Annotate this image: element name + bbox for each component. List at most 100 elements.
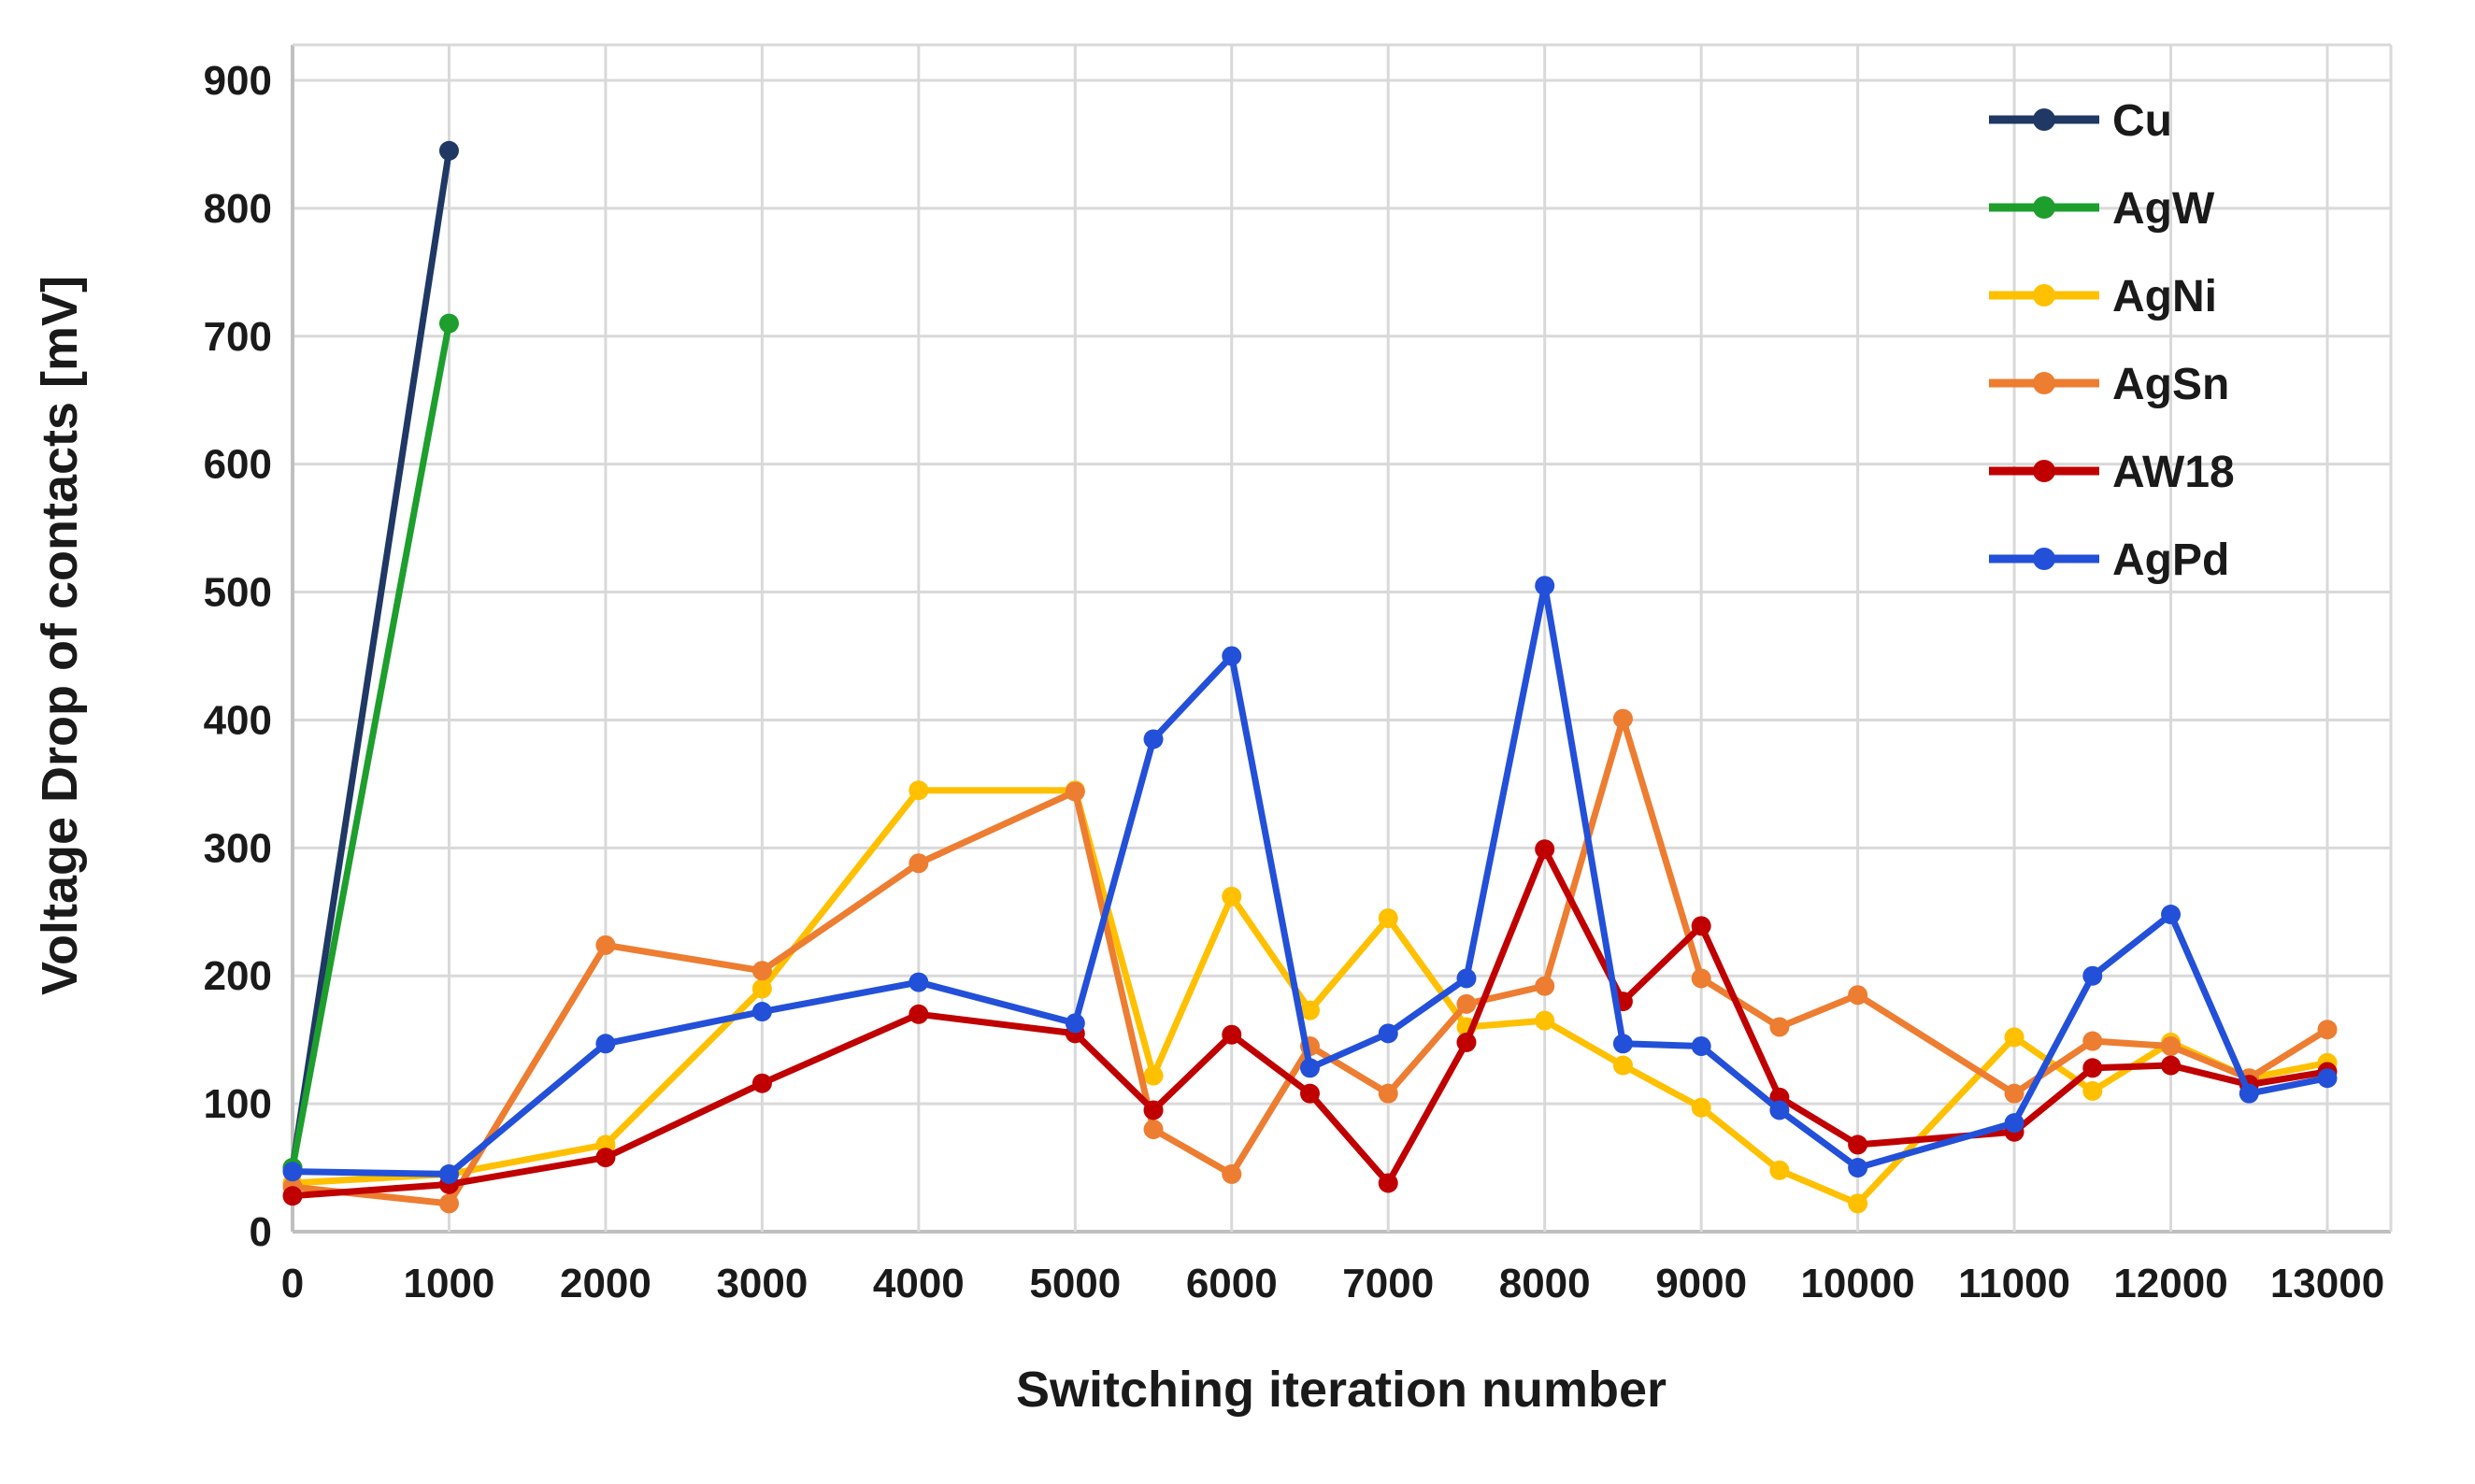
x-tick-label: 13000 xyxy=(2270,1261,2384,1306)
data-point-Cu xyxy=(438,140,459,161)
x-tick-label: 4000 xyxy=(873,1261,965,1306)
y-tick-label: 900 xyxy=(204,58,272,104)
data-point-AgPd xyxy=(1143,729,1164,749)
data-point-AgPd xyxy=(1848,1158,1868,1178)
legend-item-AgSn: AgSn xyxy=(1989,360,2229,409)
data-point-AgSn xyxy=(2082,1031,2103,1051)
series-AW18 xyxy=(282,839,2338,1206)
data-point-AW18 xyxy=(1143,1100,1164,1120)
data-point-AgPd xyxy=(2239,1083,2259,1104)
data-point-AgPd xyxy=(1535,576,1555,596)
data-point-AW18 xyxy=(282,1186,303,1206)
data-point-AW18 xyxy=(2161,1055,2182,1076)
data-point-AgNi xyxy=(1769,1160,1790,1180)
legend-marker-dot xyxy=(2033,108,2055,131)
data-point-AgNi xyxy=(1848,1193,1868,1214)
data-point-AgSn xyxy=(1535,976,1555,996)
y-tick-label: 300 xyxy=(204,825,272,871)
data-point-AW18 xyxy=(1691,916,1711,936)
y-axis-title: Voltage Drop of contacts [mV] xyxy=(32,276,88,995)
x-tick-label: 10000 xyxy=(1800,1261,1914,1306)
data-point-AW18 xyxy=(2082,1058,2103,1078)
legend-marker-dot xyxy=(2033,460,2055,482)
series-AgNi xyxy=(282,780,2338,1214)
data-point-AgSn xyxy=(438,1193,459,1214)
legend-item-AgPd: AgPd xyxy=(1989,535,2229,585)
legend-item-AgNi: AgNi xyxy=(1989,272,2217,321)
y-tick-label: 200 xyxy=(204,953,272,999)
x-axis-title: Switching iteration number xyxy=(1016,1362,1667,1418)
data-point-AW18 xyxy=(1222,1024,1242,1045)
data-point-AgNi xyxy=(1378,908,1398,929)
data-point-AW18 xyxy=(1848,1134,1868,1155)
data-point-AgNi xyxy=(1535,1010,1555,1031)
x-tick-label: 7000 xyxy=(1342,1261,1434,1306)
x-tick-label: 11000 xyxy=(1958,1261,2070,1306)
x-tick-label: 12000 xyxy=(2113,1261,2227,1306)
data-point-AgNi xyxy=(1612,1055,1633,1076)
series-AgPd xyxy=(282,576,2338,1184)
data-point-AgSn xyxy=(908,853,929,874)
x-tick-label: 9000 xyxy=(1655,1261,1747,1306)
data-point-AgSn xyxy=(1065,781,1085,802)
y-tick-label: 100 xyxy=(204,1081,272,1127)
data-point-AgPd xyxy=(1769,1100,1790,1120)
data-point-AgPd xyxy=(1456,968,1477,989)
data-point-AW18 xyxy=(1456,1032,1477,1052)
x-tick-label: 0 xyxy=(281,1261,304,1306)
data-point-AgSn xyxy=(2161,1036,2182,1057)
data-point-AgPd xyxy=(2317,1068,2338,1089)
data-point-AgSn xyxy=(1612,708,1633,729)
data-point-AgPd xyxy=(2004,1113,2024,1134)
x-tick-label: 3000 xyxy=(716,1261,808,1306)
legend-label-AgPd: AgPd xyxy=(2112,535,2229,585)
y-tick-label: 700 xyxy=(204,314,272,360)
y-tick-label: 800 xyxy=(204,186,272,232)
data-point-AgSn xyxy=(1691,968,1711,989)
data-point-AgNi xyxy=(1300,1000,1320,1020)
data-point-AW18 xyxy=(1535,839,1555,860)
data-point-AW18 xyxy=(1378,1173,1398,1193)
data-point-AgW xyxy=(438,313,459,334)
data-point-AgPd xyxy=(908,972,929,992)
data-point-AgSn xyxy=(595,935,616,955)
legend-item-Cu: Cu xyxy=(1989,96,2172,146)
data-point-AgNi xyxy=(908,780,929,801)
data-point-AgPd xyxy=(282,1162,303,1182)
data-point-AW18 xyxy=(908,1004,929,1024)
data-point-AgPd xyxy=(2082,965,2103,986)
legend-label-AgW: AgW xyxy=(2112,184,2215,234)
data-point-AgPd xyxy=(1222,646,1242,666)
data-point-AgSn xyxy=(2317,1020,2338,1040)
series-AgSn xyxy=(282,708,2338,1214)
data-point-AgPd xyxy=(1300,1058,1320,1078)
x-tick-label: 1000 xyxy=(404,1261,495,1306)
y-tick-label: 0 xyxy=(250,1209,272,1255)
legend-label-Cu: Cu xyxy=(2112,96,2172,146)
legend-label-AW18: AW18 xyxy=(2112,448,2235,497)
data-point-AgPd xyxy=(595,1034,616,1054)
y-tick-label: 600 xyxy=(204,442,272,488)
data-point-AgPd xyxy=(1691,1036,1711,1057)
series-Cu xyxy=(282,140,459,1178)
data-point-AgSn xyxy=(2004,1083,2024,1104)
x-tick-label: 5000 xyxy=(1029,1261,1121,1306)
series-line-Cu xyxy=(289,147,452,1172)
legend-marker-dot xyxy=(2033,548,2055,570)
data-point-AgNi xyxy=(1691,1097,1711,1118)
y-tick-label: 400 xyxy=(204,697,272,743)
data-point-AgPd xyxy=(751,1002,772,1022)
legend-label-AgSn: AgSn xyxy=(2112,360,2229,409)
legend-label-AgNi: AgNi xyxy=(2112,272,2217,321)
data-point-AgPd xyxy=(2161,905,2182,925)
data-point-AgNi xyxy=(1143,1065,1164,1086)
data-series xyxy=(282,140,2338,1214)
data-point-AgNi xyxy=(1222,886,1242,906)
data-point-AgNi xyxy=(2004,1027,2024,1048)
data-point-AgSn xyxy=(751,961,772,981)
data-point-AgSn xyxy=(1143,1119,1164,1139)
legend: Cu AgW AgNi AgSn AW18 AgPd xyxy=(1989,96,2235,585)
